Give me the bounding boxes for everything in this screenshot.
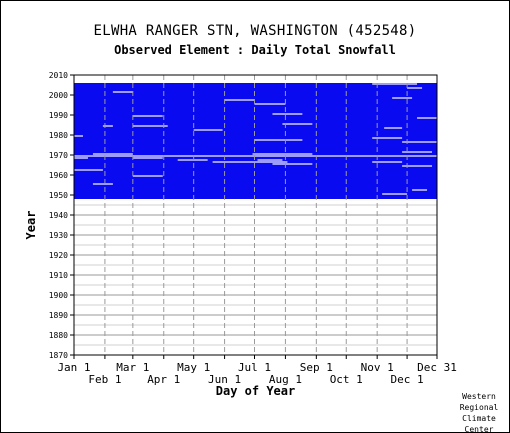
y-tick-label: 1870 [49, 351, 68, 360]
x-tick-label: Dec 31 [417, 361, 457, 374]
y-tick-label: 1980 [49, 131, 68, 140]
missing-data-gap [372, 83, 418, 85]
missing-data-gap [212, 161, 288, 163]
missing-data-gap [402, 165, 433, 167]
missing-data-gap [132, 175, 163, 177]
missing-data-gap [372, 161, 403, 163]
missing-data-gap [92, 153, 133, 155]
missing-data-gap [132, 115, 163, 117]
x-tick-label: Mar 1 [116, 361, 149, 374]
missing-data-gap [132, 125, 168, 127]
missing-data-gap [412, 189, 428, 191]
x-tick-label: Jan 1 [57, 361, 90, 374]
missing-data-gap [224, 99, 255, 101]
missing-data-gap [272, 163, 313, 165]
y-tick-label: 1930 [49, 231, 68, 240]
x-tick-label: Nov 1 [361, 361, 394, 374]
wrcc-credit: Western Regional Climate Center [459, 392, 499, 433]
y-tick-label: 2010 [49, 71, 68, 80]
x-tick-label: Sep 1 [300, 361, 333, 374]
missing-data-gap [254, 139, 303, 141]
x-axis-title: Day of Year [216, 384, 295, 398]
missing-data-gap [402, 141, 437, 143]
missing-data-gap [272, 113, 303, 115]
x-tick-label: Apr 1 [147, 373, 180, 386]
x-tick-label: May 1 [177, 361, 210, 374]
y-tick-label: 1960 [49, 171, 68, 180]
missing-data-gap [92, 183, 113, 185]
missing-data-gap [257, 159, 283, 161]
y-tick-label: 1990 [49, 111, 68, 120]
y-axis-title: Year [24, 211, 38, 240]
missing-data-gap [177, 159, 208, 161]
chart-title: ELWHA RANGER STN, WASHINGTON (452548) [93, 23, 417, 39]
missing-data-gap [74, 169, 103, 171]
missing-data-gap [74, 135, 83, 137]
y-tick-label: 2000 [49, 91, 68, 100]
x-tick-label: Aug 1 [269, 373, 302, 386]
y-tick-label: 1920 [49, 251, 68, 260]
missing-data-gap [132, 81, 438, 83]
x-tick-label: Oct 1 [330, 373, 363, 386]
missing-data-gap [74, 155, 437, 157]
missing-data-gap [132, 157, 163, 159]
missing-data-gap [402, 151, 433, 153]
y-tick-label: 1950 [49, 191, 68, 200]
chart-subtitle: Observed Element : Daily Total Snowfall [114, 43, 396, 57]
y-tick-label: 1940 [49, 211, 68, 220]
x-tick-label: Jul 1 [238, 361, 271, 374]
missing-data-gap [392, 97, 413, 99]
missing-data-gap [254, 103, 286, 105]
y-tick-label: 1880 [49, 331, 68, 340]
y-tick-label: 1970 [49, 151, 68, 160]
missing-data-gap [112, 91, 133, 93]
y-tick-label: 1900 [49, 291, 68, 300]
y-tick-label: 1890 [49, 311, 68, 320]
x-tick-label: Dec 1 [391, 373, 424, 386]
y-tick-label: 1910 [49, 271, 68, 280]
missing-data-gap [193, 129, 223, 131]
data-coverage-block [74, 83, 437, 199]
missing-data-gap [372, 137, 403, 139]
x-tick-label: Feb 1 [88, 373, 121, 386]
missing-data-gap [407, 87, 423, 89]
missing-data-gap [252, 153, 313, 155]
missing-data-gap [74, 81, 133, 83]
x-tick-label: Jun 1 [208, 373, 241, 386]
missing-data-gap [282, 123, 313, 125]
missing-data-gap [384, 127, 403, 129]
missing-data-gap [102, 125, 113, 127]
missing-data-gap [74, 157, 88, 159]
missing-data-gap [382, 193, 408, 195]
missing-data-gap [417, 117, 437, 119]
